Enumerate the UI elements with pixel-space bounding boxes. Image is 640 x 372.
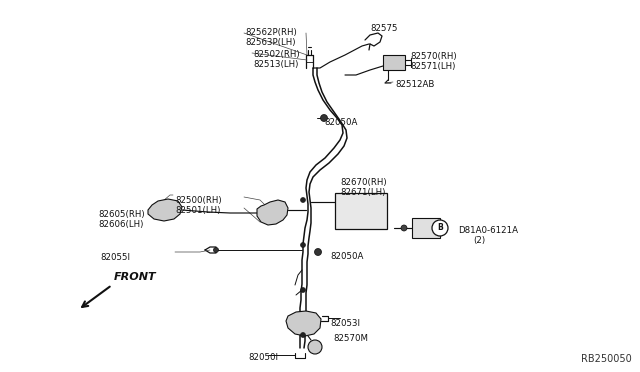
Text: 82512AB: 82512AB — [395, 80, 435, 89]
Bar — [412, 218, 440, 238]
Text: 82571(LH): 82571(LH) — [410, 62, 456, 71]
Text: B: B — [437, 224, 443, 232]
Text: 82606(LH): 82606(LH) — [98, 220, 143, 229]
Text: 82575: 82575 — [370, 24, 397, 33]
Polygon shape — [257, 200, 288, 225]
Circle shape — [308, 340, 322, 354]
Text: 82570(RH): 82570(RH) — [410, 52, 456, 61]
Text: 82050I: 82050I — [248, 353, 278, 362]
Text: 82570M: 82570M — [333, 334, 368, 343]
Bar — [335, 193, 387, 229]
Text: 82563P(LH): 82563P(LH) — [245, 38, 296, 47]
Circle shape — [301, 198, 305, 202]
Text: (2): (2) — [473, 236, 485, 245]
Circle shape — [321, 115, 328, 122]
Text: D81A0-6121A: D81A0-6121A — [458, 226, 518, 235]
Circle shape — [432, 220, 448, 236]
Polygon shape — [286, 311, 321, 336]
Circle shape — [301, 243, 305, 247]
Text: 82055I: 82055I — [100, 253, 130, 262]
Text: 82500(RH): 82500(RH) — [175, 196, 221, 205]
Circle shape — [401, 225, 407, 231]
Text: 82605(RH): 82605(RH) — [98, 210, 145, 219]
Text: 82671(LH): 82671(LH) — [340, 188, 385, 197]
Circle shape — [301, 288, 305, 292]
Circle shape — [214, 247, 218, 253]
Text: 82513(LH): 82513(LH) — [253, 60, 298, 69]
Circle shape — [314, 248, 321, 256]
Text: 82562P(RH): 82562P(RH) — [245, 28, 297, 37]
Bar — [383, 55, 405, 70]
Text: RB250050: RB250050 — [581, 354, 632, 364]
Text: 82502(RH): 82502(RH) — [253, 50, 300, 59]
Circle shape — [301, 333, 305, 337]
Text: 82050A: 82050A — [330, 252, 364, 261]
Text: 82670(RH): 82670(RH) — [340, 178, 387, 187]
Text: 82501(LH): 82501(LH) — [175, 206, 220, 215]
Text: 82050A: 82050A — [324, 118, 357, 127]
Text: 82053I: 82053I — [330, 319, 360, 328]
Text: FRONT: FRONT — [114, 272, 157, 282]
Polygon shape — [148, 199, 182, 221]
